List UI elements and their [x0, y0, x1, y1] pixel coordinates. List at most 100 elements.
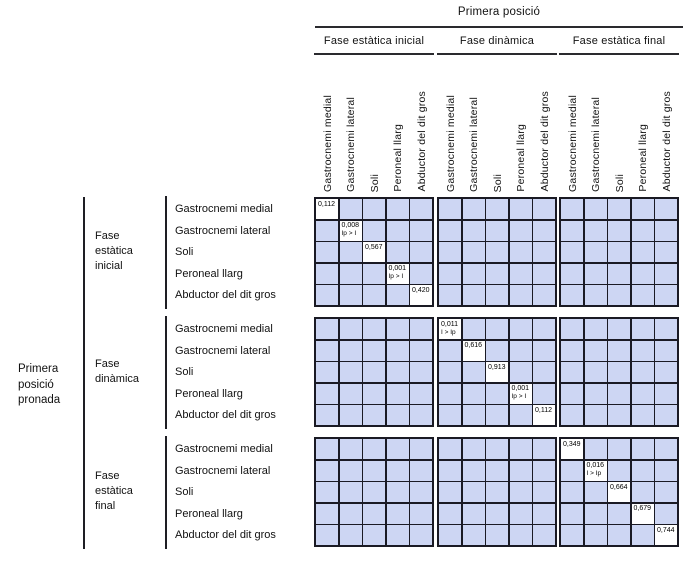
- column-header-label: Soli: [491, 173, 504, 192]
- row-group-fase-estatica-final: Fase estàtica final: [95, 470, 133, 512]
- row-label-gastrocnemi-lateral: Gastrocnemi lateral: [175, 344, 271, 357]
- matrix-cell: [439, 263, 461, 284]
- column-header-gastrocnemi-lateral: Gastrocnemi lateral: [340, 56, 363, 192]
- matrix-cell: [533, 460, 555, 481]
- matrix-cell: [339, 340, 362, 361]
- matrix-cell: [561, 242, 583, 262]
- matrix-cell: 0,664: [608, 482, 630, 502]
- matrix-cell: [339, 242, 362, 262]
- matrix-cell: [316, 263, 338, 284]
- matrix-cell: [509, 285, 532, 305]
- column-header-peroneal-llarg: Peroneal llarg: [510, 56, 533, 192]
- matrix-cell: [509, 319, 532, 339]
- matrix-cell: [561, 263, 583, 284]
- matrix-block: [559, 317, 679, 427]
- column-header-label: Gastrocnemi lateral: [590, 97, 602, 192]
- matrix-cell: [339, 460, 362, 481]
- matrix-cell: 0,349: [561, 439, 583, 459]
- matrix-cell: [509, 362, 532, 382]
- matrix-cell: [509, 503, 532, 524]
- matrix-cell: [608, 263, 630, 284]
- matrix-cell: [608, 439, 630, 459]
- matrix-cell: [608, 383, 630, 404]
- matrix-cell: [386, 525, 409, 545]
- matrix-cell: [533, 285, 555, 305]
- column-header-abductor-del-dit-gros: Abductor del dit gros: [410, 56, 433, 192]
- matrix-cell: [561, 362, 583, 382]
- matrix-cell: [631, 220, 654, 241]
- matrix-cell: [386, 220, 409, 241]
- matrix-cell: [410, 439, 432, 459]
- matrix-cell: [631, 319, 654, 339]
- matrix-cell: [462, 503, 485, 524]
- matrix-cell: [533, 220, 555, 241]
- matrix-cell: [561, 220, 583, 241]
- matrix-block: [314, 317, 434, 427]
- matrix-cell: [608, 242, 630, 262]
- matrix-cell: [339, 525, 362, 545]
- matrix-cell: [561, 503, 583, 524]
- matrix-cell: [363, 285, 385, 305]
- column-header-abductor-del-dit-gros: Abductor del dit gros: [533, 56, 556, 192]
- matrix-cell: [462, 199, 485, 219]
- matrix-cell: [410, 383, 432, 404]
- matrix-cell: [316, 482, 338, 502]
- p-value: 0,008: [341, 222, 360, 229]
- matrix-cell: [608, 319, 630, 339]
- matrix-cell: [439, 405, 461, 425]
- matrix-cell: [509, 439, 532, 459]
- matrix-cell: [439, 439, 461, 459]
- matrix-cell: [386, 460, 409, 481]
- matrix-cell: [631, 482, 654, 502]
- matrix-cell: [316, 220, 338, 241]
- matrix-cell: [631, 439, 654, 459]
- matrix-cell: [439, 460, 461, 481]
- matrix-block: 0,112 0,008 Ip > I 0,567 0,001 Ip > I 0,420: [314, 197, 434, 307]
- matrix-cell: [486, 503, 508, 524]
- matrix-cell: [655, 383, 677, 404]
- matrix-cell: [410, 199, 432, 219]
- column-header-abductor-del-dit-gros: Abductor del dit gros: [655, 56, 678, 192]
- column-header-gastrocnemi-medial: Gastrocnemi medial: [316, 56, 339, 192]
- matrix-cell: [439, 242, 461, 262]
- matrix-cell: [486, 439, 508, 459]
- matrix-cell: [316, 383, 338, 404]
- phase-divider-line: [165, 196, 167, 309]
- row-label-soli: Soli: [175, 366, 194, 378]
- matrix-cell: [608, 220, 630, 241]
- matrix-cell: [339, 482, 362, 502]
- matrix-cell: [509, 263, 532, 284]
- matrix-cell: [509, 242, 532, 262]
- row-label-abductor-del-dit-gros: Abductor del dit gros: [175, 409, 276, 421]
- matrix-cell: [462, 319, 485, 339]
- column-header-soli: Soli: [608, 56, 631, 192]
- matrix-cell: [608, 285, 630, 305]
- matrix-cell: [410, 242, 432, 262]
- p-value: 0,112: [535, 406, 552, 414]
- matrix-cell: [363, 263, 385, 284]
- p-value: 0,011: [441, 320, 458, 328]
- column-header-label: Gastrocnemi medial: [566, 95, 579, 192]
- matrix-cell: [316, 405, 338, 425]
- matrix-cell: [486, 460, 508, 481]
- matrix-cell: [439, 482, 461, 502]
- matrix-cell: [509, 340, 532, 361]
- matrix-cell: [410, 503, 432, 524]
- row-label-soli: Soli: [175, 246, 194, 258]
- matrix-cell: [316, 340, 338, 361]
- matrix-cell: [655, 242, 677, 262]
- column-group-fase-dinamica: Fase dinàmica: [459, 35, 535, 47]
- matrix-cell: [584, 199, 607, 219]
- p-value: 0,679: [633, 505, 652, 512]
- matrix-cell: [509, 220, 532, 241]
- matrix-cell: [533, 503, 555, 524]
- matrix-cell: [439, 199, 461, 219]
- matrix-cell: [509, 525, 532, 545]
- matrix-cell: [631, 242, 654, 262]
- column-header-label: Peroneal llarg: [515, 124, 527, 192]
- matrix-cell: [584, 405, 607, 425]
- row-group-fase-estatica-inicial: Fase estàtica inicial: [95, 230, 133, 272]
- matrix-cell: [439, 383, 461, 404]
- matrix-cell: [363, 362, 385, 382]
- matrix-cell: [363, 340, 385, 361]
